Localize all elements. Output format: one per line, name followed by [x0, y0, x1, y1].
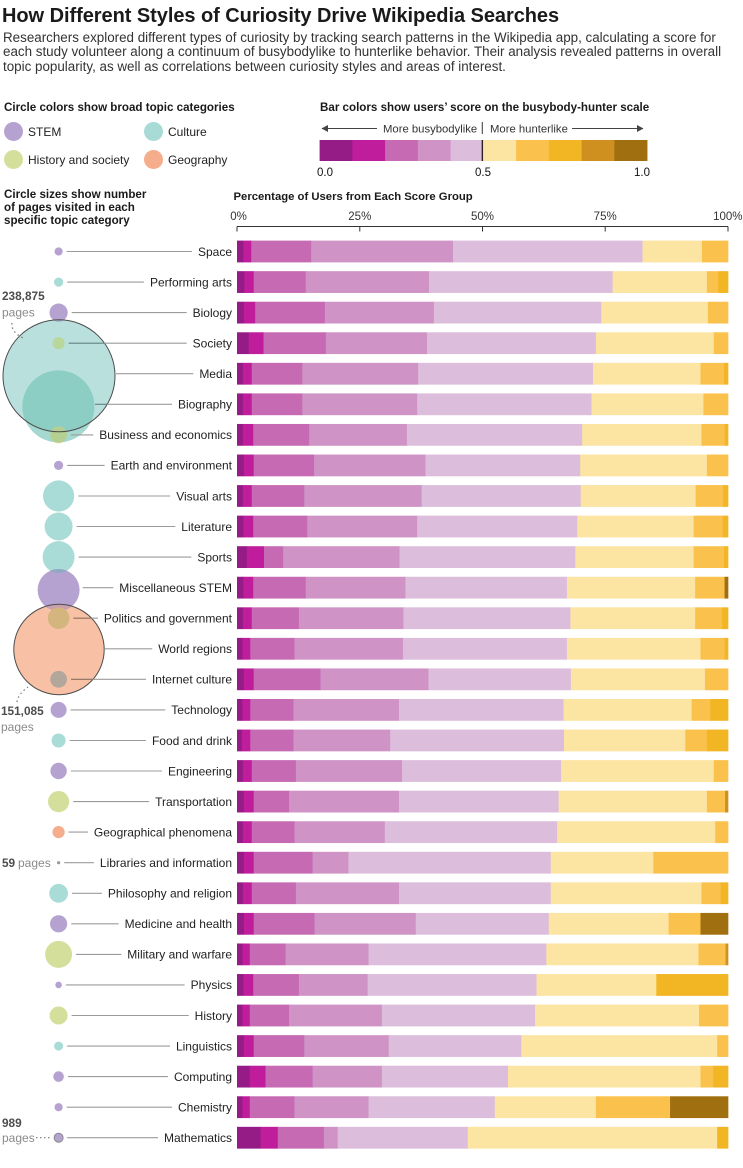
- svg-text:Engineering: Engineering: [168, 764, 232, 778]
- svg-text:Visual arts: Visual arts: [176, 489, 232, 503]
- svg-text:Biography: Biography: [178, 398, 232, 412]
- svg-text:59: 59: [2, 856, 16, 870]
- svg-text:Transportation: Transportation: [155, 795, 232, 809]
- svg-text:25%: 25%: [348, 211, 371, 223]
- svg-text:Sports: Sports: [197, 550, 232, 564]
- svg-text:Literature: Literature: [181, 520, 232, 534]
- svg-text:Society: Society: [193, 337, 232, 351]
- svg-text:Mathematics: Mathematics: [164, 1131, 232, 1145]
- svg-text:Food and drink: Food and drink: [152, 734, 233, 748]
- svg-text:specific topic category: specific topic category: [4, 214, 130, 227]
- svg-text:Circle sizes show number: Circle sizes show number: [4, 188, 147, 201]
- svg-text:Geographical phenomena: Geographical phenomena: [94, 825, 232, 839]
- svg-text:More hunterlike: More hunterlike: [490, 124, 568, 136]
- svg-text:Performing arts: Performing arts: [150, 275, 232, 289]
- svg-text:Miscellaneous STEM: Miscellaneous STEM: [119, 581, 232, 595]
- svg-text:Physics: Physics: [191, 978, 232, 992]
- svg-text:Military and warfare: Military and warfare: [127, 948, 232, 962]
- svg-text:Percentage of Users from Each: Percentage of Users from Each Score Grou…: [234, 191, 473, 203]
- svg-text:Business and economics: Business and economics: [99, 428, 232, 442]
- svg-text:Philosophy and religion: Philosophy and religion: [108, 887, 232, 901]
- svg-text:100%: 100%: [713, 211, 742, 223]
- svg-text:50%: 50%: [471, 211, 494, 223]
- svg-text:More busybodylike: More busybodylike: [383, 124, 477, 136]
- svg-text:Medicine and health: Medicine and health: [125, 917, 232, 931]
- svg-text:238,875: 238,875: [2, 289, 45, 303]
- svg-text:Technology: Technology: [171, 703, 232, 717]
- svg-text:World regions: World regions: [158, 642, 232, 656]
- svg-text:151,085: 151,085: [1, 704, 44, 718]
- svg-text:Libraries and information: Libraries and information: [100, 856, 232, 870]
- svg-text:Linguistics: Linguistics: [176, 1039, 232, 1053]
- svg-text:989: 989: [2, 1116, 22, 1130]
- svg-text:0%: 0%: [230, 211, 247, 223]
- svg-text:Space: Space: [198, 245, 232, 259]
- svg-text:Earth and environment: Earth and environment: [111, 459, 233, 473]
- svg-text:1.0: 1.0: [634, 167, 650, 179]
- svg-text:75%: 75%: [594, 211, 617, 223]
- svg-text:0.5: 0.5: [475, 167, 491, 179]
- svg-text:History: History: [195, 1009, 232, 1023]
- svg-text:Internet culture: Internet culture: [152, 673, 232, 687]
- svg-text:pages: pages: [18, 856, 51, 870]
- svg-text:of pages visited in each: of pages visited in each: [4, 201, 135, 214]
- svg-text:pages: pages: [1, 720, 34, 734]
- svg-text:Politics and government: Politics and government: [104, 612, 233, 626]
- svg-text:Computing: Computing: [174, 1070, 232, 1084]
- svg-text:Chemistry: Chemistry: [178, 1101, 232, 1115]
- svg-text:0.0: 0.0: [317, 167, 333, 179]
- svg-text:pages: pages: [2, 1131, 35, 1145]
- svg-text:Biology: Biology: [193, 306, 232, 320]
- svg-text:pages: pages: [2, 306, 35, 320]
- svg-text:Media: Media: [199, 367, 232, 381]
